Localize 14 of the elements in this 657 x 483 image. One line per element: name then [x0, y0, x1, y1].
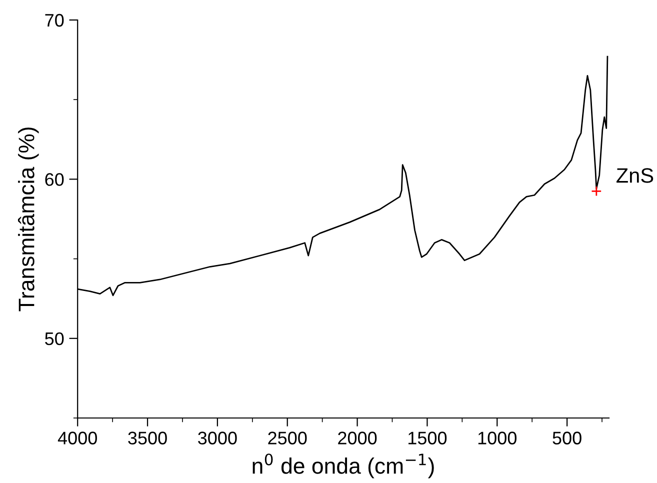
annotation: ZnS — [616, 168, 654, 183]
x-tick-label: 500 — [552, 432, 582, 444]
x-axis-title: n$^{0}$ de onda (cm$^{−1}$) — [252, 454, 434, 478]
y-tick-label: 60 — [45, 173, 64, 186]
x-tick-label: 4000 — [58, 432, 97, 444]
x-tick-label: 3000 — [198, 432, 237, 444]
y-tick-label: 70 — [45, 14, 64, 27]
x-tick-label: 3500 — [128, 432, 167, 444]
y-tick-label: 50 — [45, 332, 64, 346]
x-tick-label: 1000 — [478, 432, 517, 444]
x-tick-label: 2500 — [268, 432, 307, 444]
x-tick-label: 1500 — [408, 432, 447, 444]
y-axis-title: Transmitâmcia (%) — [18, 128, 39, 312]
x-tick-label: 2000 — [338, 432, 377, 444]
